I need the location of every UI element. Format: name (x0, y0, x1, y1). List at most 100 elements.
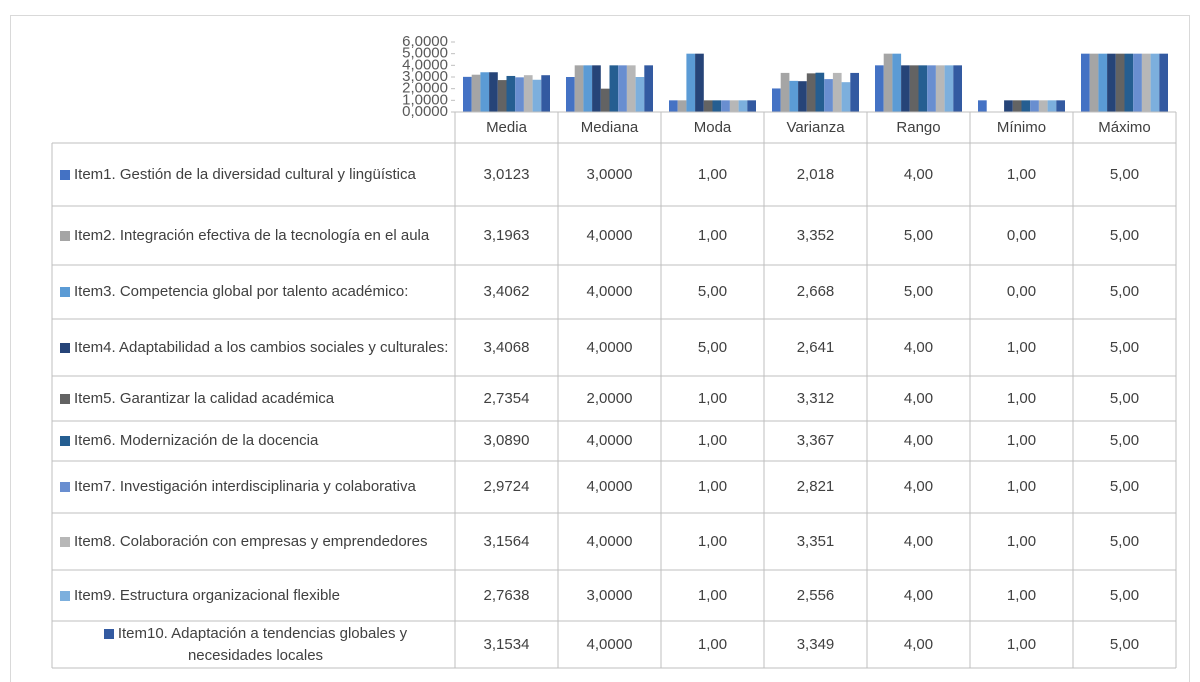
bar (574, 65, 584, 112)
bar (832, 72, 842, 112)
table-value: 3,367 (796, 432, 835, 449)
table-value: 5,00 (697, 338, 728, 356)
table-value: 4,0000 (586, 432, 633, 449)
bar (626, 65, 636, 112)
table-value: 1,00 (1006, 432, 1037, 449)
bar (772, 88, 781, 112)
bar (901, 65, 910, 112)
bar (600, 88, 610, 112)
table-value: 5,00 (1109, 389, 1140, 407)
y-tick-label: 1,0000 (402, 91, 448, 108)
table-value: 1,00 (697, 432, 728, 449)
bar (583, 65, 593, 112)
table-value: 3,0890 (483, 432, 530, 449)
table-value: 4,0000 (586, 478, 633, 495)
bar (669, 100, 678, 112)
bar (1124, 53, 1134, 112)
table-value: 4,00 (903, 389, 934, 407)
bar (1141, 53, 1151, 112)
column-header: Media (486, 118, 527, 136)
frame-border (10, 15, 1190, 682)
bar (918, 65, 928, 112)
bar (644, 65, 653, 112)
table-value: 1,00 (1006, 532, 1037, 550)
bar (703, 100, 713, 112)
legend-key (60, 169, 70, 180)
table-value: 1,00 (697, 586, 728, 604)
bar (592, 65, 601, 112)
table-value: 3,0000 (586, 586, 633, 604)
legend-entry: Item3. Competencia global por talento ac… (52, 265, 455, 319)
table-value: 3,349 (796, 635, 835, 653)
bar (609, 65, 619, 112)
bar (841, 82, 851, 112)
bar (824, 79, 833, 112)
legend-text: Item7. Investigación interdisciplinaria … (74, 478, 416, 495)
bar (909, 65, 919, 112)
table-value: 1,00 (697, 165, 728, 183)
legend-key (60, 230, 70, 241)
table-value: 1,00 (1006, 165, 1037, 183)
bar (883, 53, 893, 112)
table-value: 3,0123 (483, 165, 530, 183)
table-value: 1,00 (1006, 635, 1037, 653)
column-header: Moda (693, 118, 732, 136)
table-value: 5,00 (903, 283, 934, 300)
legend-entry: Item6. Modernización de la docencia (52, 421, 455, 461)
table-value: 4,00 (903, 165, 934, 183)
bar (935, 65, 945, 112)
legend-key (103, 628, 114, 639)
table-value: 4,0000 (586, 635, 633, 653)
table-value: 4,0000 (586, 283, 633, 300)
legend-key (60, 287, 70, 298)
table-value: 3,0000 (586, 165, 633, 183)
table-value: 3,1564 (483, 532, 530, 550)
bar (1004, 100, 1013, 112)
bar (489, 72, 498, 112)
table-value: 0,00 (1006, 226, 1037, 244)
legend-text: Item4. Adaptabilidad a los cambios socia… (74, 338, 449, 356)
bar (721, 100, 730, 112)
bar (806, 73, 816, 112)
y-tick-label: 2,0000 (402, 80, 448, 97)
bar (1012, 100, 1022, 112)
legend-key (60, 590, 70, 601)
legend-text: Item6. Modernización de la docencia (74, 432, 319, 449)
table-value: 1,00 (1006, 338, 1037, 356)
bar (677, 100, 687, 112)
legend-label: Item1. Gestión de la diversidad cultural… (60, 164, 416, 186)
legend-label: Item9. Estructura organizacional flexibl… (60, 585, 340, 607)
column-header: Varianza (786, 118, 845, 136)
legend-key (60, 482, 70, 493)
legend-label: Item7. Investigación interdisciplinaria … (60, 476, 416, 498)
table-value: 3,1534 (483, 635, 530, 653)
bar (1038, 100, 1048, 112)
bar (541, 75, 550, 112)
bar (1081, 53, 1090, 112)
table-value: 4,0000 (586, 226, 633, 244)
table-value: 5,00 (1109, 165, 1140, 183)
table-value: 2,9724 (483, 478, 530, 495)
bar (1089, 53, 1099, 112)
bar (532, 79, 542, 112)
bar (1047, 100, 1057, 112)
table-value: 3,352 (796, 226, 835, 244)
table-value: 2,821 (796, 478, 835, 495)
table-value: 4,0000 (586, 532, 633, 550)
table-value: 3,4062 (483, 283, 530, 300)
table-value: 4,00 (903, 532, 934, 550)
bar (635, 77, 645, 112)
bar (944, 65, 954, 112)
legend-label: Item2. Integración efectiva de la tecnol… (60, 225, 429, 247)
y-tick-label: 0,0000 (402, 103, 448, 120)
table-value: 1,00 (1006, 478, 1037, 495)
legend-text: Item2. Integración efectiva de la tecnol… (74, 226, 430, 244)
bar (712, 100, 722, 112)
legend-key (60, 342, 70, 353)
table-value: 4,00 (903, 586, 934, 604)
legend-entry: Item10. Adaptación a tendencias globales… (52, 621, 455, 668)
legend-label: Item6. Modernización de la docencia (60, 430, 318, 452)
legend-label: Item4. Adaptabilidad a los cambios socia… (60, 337, 448, 359)
